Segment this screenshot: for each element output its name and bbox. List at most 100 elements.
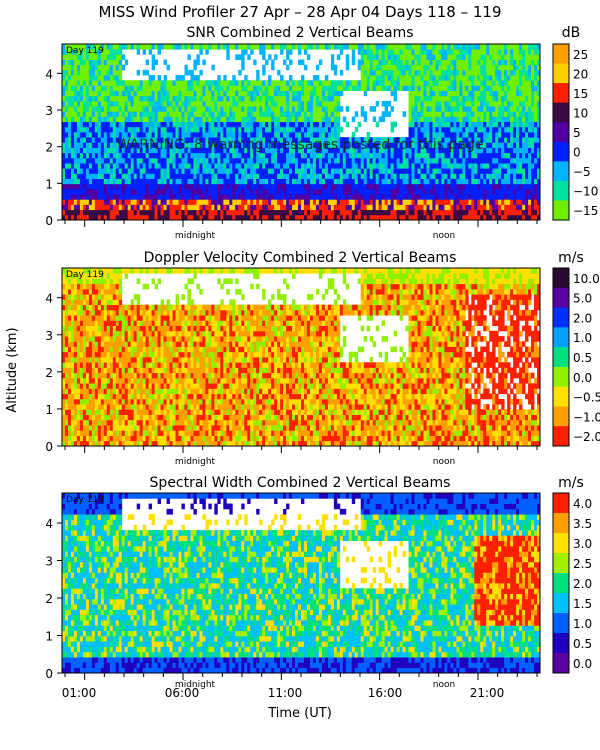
snr-cell — [324, 194, 329, 200]
snr-cell — [106, 173, 111, 179]
snr-cell — [172, 90, 176, 97]
snr-cell — [306, 142, 311, 148]
snr-cell — [375, 121, 380, 128]
snr-cell — [241, 183, 245, 190]
snr-cell — [516, 54, 520, 60]
snr-cell — [321, 173, 326, 179]
snr-cell — [127, 163, 132, 169]
snr-cell — [175, 132, 179, 138]
snr-cell — [372, 64, 377, 71]
snr-cell — [495, 132, 499, 138]
snr-cell — [214, 44, 218, 50]
snr-cell — [456, 188, 460, 195]
snr-cell — [214, 121, 218, 128]
snr-cell — [148, 137, 153, 143]
snr-cell — [480, 157, 484, 164]
snr-cell — [423, 168, 427, 174]
snr-cell — [166, 142, 170, 148]
snr-cell — [166, 194, 170, 200]
snr-cell — [531, 85, 535, 91]
snr-cell — [298, 59, 302, 66]
snr-cell — [465, 178, 469, 185]
snr-cell — [301, 194, 305, 200]
snr-cell — [62, 59, 66, 66]
snr-cell — [393, 214, 397, 220]
snr-cell — [91, 116, 96, 123]
snr-cell — [235, 188, 239, 195]
snr-cell — [208, 111, 212, 117]
snr-cell — [441, 69, 445, 76]
snr-cell — [327, 183, 332, 190]
snr-cell — [333, 142, 338, 148]
snr-cell — [118, 59, 123, 66]
snr-heatmap — [62, 44, 540, 220]
snr-cell — [103, 132, 108, 138]
snr-cell — [435, 106, 439, 112]
snr-cell — [250, 173, 254, 179]
snr-cell — [151, 142, 156, 148]
snr-cell — [286, 54, 290, 60]
snr-cell — [369, 188, 374, 195]
snr-cell — [468, 183, 472, 190]
snr-cell — [411, 80, 415, 86]
snr-cell — [363, 163, 368, 169]
snr-cell — [492, 168, 496, 174]
snr-cell — [495, 100, 499, 107]
snr-cell — [408, 106, 412, 112]
snr-cell — [286, 209, 290, 216]
snr-cell — [498, 194, 502, 200]
snr-cell — [205, 152, 209, 159]
snr-cell — [363, 173, 368, 179]
snr-cell — [202, 126, 206, 133]
snr-cell — [504, 59, 508, 66]
snr-cell — [372, 44, 377, 50]
snr-cell — [235, 95, 239, 102]
snr-cell — [357, 80, 362, 86]
snr-cell — [202, 132, 206, 138]
snr-cell — [298, 147, 302, 154]
snr-cell — [106, 121, 111, 128]
snr-cell — [531, 126, 535, 133]
snr-cell — [483, 90, 487, 97]
snr-cell — [393, 178, 397, 185]
snr-cell — [342, 183, 347, 190]
snr-cell — [85, 132, 90, 138]
snr-cell — [103, 142, 108, 148]
snr-cell — [330, 95, 335, 102]
snr-cell — [91, 142, 96, 148]
snr-cell — [106, 111, 111, 117]
snr-cell — [462, 126, 466, 133]
snr-cell — [510, 137, 514, 143]
snr-cell — [94, 183, 99, 190]
snr-cell — [292, 126, 296, 133]
snr-cell — [82, 106, 87, 112]
snr-cell — [528, 54, 532, 60]
snr-cell — [501, 183, 505, 190]
snr-cell — [253, 100, 257, 107]
snr-cell — [453, 157, 457, 164]
snr-cell — [516, 49, 520, 55]
snr-cell — [100, 137, 105, 143]
snr-cell — [450, 100, 454, 107]
snr-cell — [510, 209, 514, 216]
snr-cell — [438, 178, 442, 185]
snr-cell — [429, 106, 433, 112]
snr-cell — [423, 163, 427, 169]
snr-cell — [109, 204, 114, 211]
snr-cell — [534, 69, 538, 76]
snr-cell — [286, 204, 290, 211]
snr-cell — [196, 85, 200, 91]
snr-cell — [423, 173, 427, 179]
snr-cell — [118, 75, 123, 81]
snr-cell — [193, 100, 197, 107]
snr-cell — [432, 106, 436, 112]
snr-cell — [253, 142, 257, 148]
snr-cell — [277, 137, 281, 143]
snr-cell — [289, 209, 293, 216]
snr-cell — [390, 199, 395, 205]
snr-cell — [205, 168, 209, 174]
snr-cell — [435, 100, 439, 107]
snr-cell — [136, 194, 141, 200]
snr-cell — [277, 209, 281, 216]
